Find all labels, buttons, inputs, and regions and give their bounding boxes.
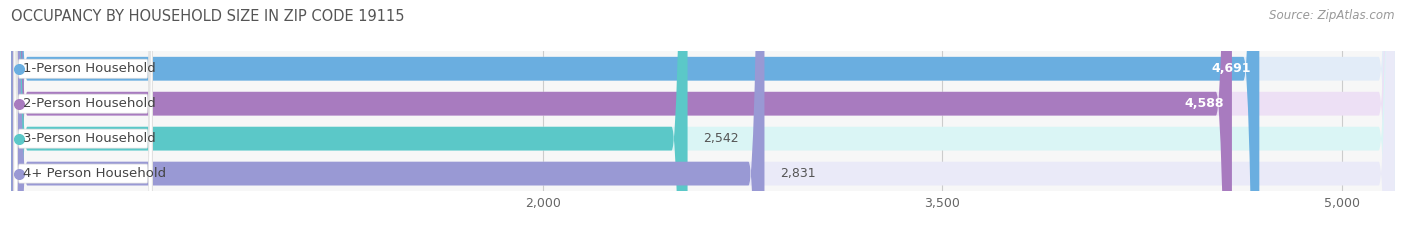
FancyBboxPatch shape <box>11 0 1395 233</box>
Text: 2,831: 2,831 <box>780 167 815 180</box>
FancyBboxPatch shape <box>11 0 1260 233</box>
FancyBboxPatch shape <box>14 0 152 233</box>
FancyBboxPatch shape <box>14 0 152 233</box>
FancyBboxPatch shape <box>11 0 765 233</box>
Text: OCCUPANCY BY HOUSEHOLD SIZE IN ZIP CODE 19115: OCCUPANCY BY HOUSEHOLD SIZE IN ZIP CODE … <box>11 9 405 24</box>
Text: 4,691: 4,691 <box>1212 62 1251 75</box>
Text: 2-Person Household: 2-Person Household <box>24 97 156 110</box>
Text: 4+ Person Household: 4+ Person Household <box>24 167 167 180</box>
Text: Source: ZipAtlas.com: Source: ZipAtlas.com <box>1270 9 1395 22</box>
FancyBboxPatch shape <box>11 0 688 233</box>
FancyBboxPatch shape <box>14 0 152 233</box>
Text: 4,588: 4,588 <box>1184 97 1225 110</box>
FancyBboxPatch shape <box>11 0 1395 233</box>
FancyBboxPatch shape <box>11 0 1395 233</box>
Text: 1-Person Household: 1-Person Household <box>24 62 156 75</box>
Text: 3-Person Household: 3-Person Household <box>24 132 156 145</box>
Text: 2,542: 2,542 <box>703 132 740 145</box>
FancyBboxPatch shape <box>11 0 1395 233</box>
FancyBboxPatch shape <box>11 0 1232 233</box>
FancyBboxPatch shape <box>14 0 152 233</box>
